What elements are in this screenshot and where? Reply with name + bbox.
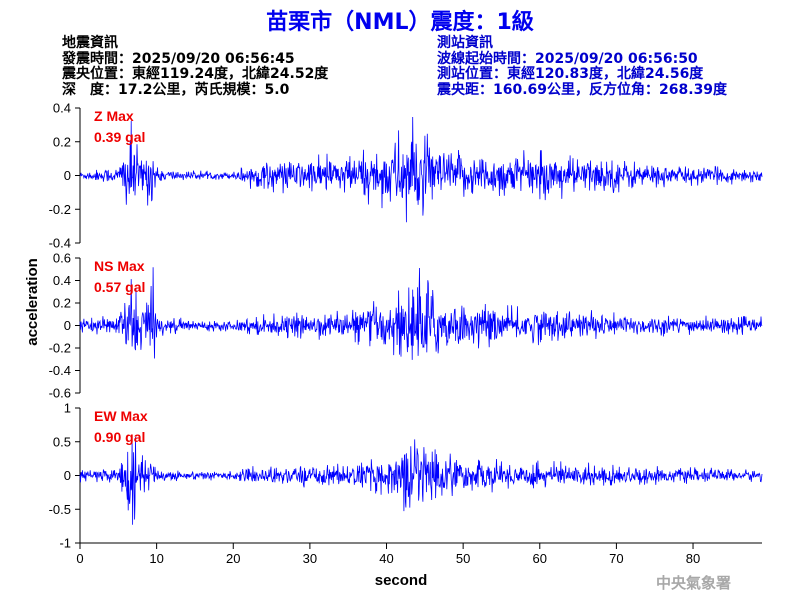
station-info-heading: 測站資訊 bbox=[437, 35, 493, 51]
station-wave-start: 波線起始時間：2025/09/20 06:56:50 bbox=[437, 50, 698, 67]
x-tick-label: 80 bbox=[686, 551, 700, 566]
station-info: 測站資訊 波線起始時間：2025/09/20 06:56:50 測站位置：東經1… bbox=[437, 35, 728, 98]
max-value-ns: 0.57 gal bbox=[94, 279, 145, 295]
x-axis-label: second bbox=[375, 572, 428, 589]
x-tick-label: 20 bbox=[226, 551, 240, 566]
x-tick-label: 0 bbox=[76, 551, 83, 566]
x-tick-label: 10 bbox=[149, 551, 163, 566]
max-value-ew: 0.90 gal bbox=[94, 429, 145, 445]
station-location: 測站位置：東經120.83度，北緯24.56度 bbox=[437, 66, 704, 82]
y-tick-label-ns: -0.6 bbox=[49, 386, 71, 401]
max-label-z: Z Max bbox=[94, 108, 134, 124]
quake-info: 地震資訊 發震時間：2025/09/20 06:56:45 震央位置：東經119… bbox=[62, 35, 329, 98]
x-tick-label: 40 bbox=[379, 551, 393, 566]
station-distance: 震央距：160.69公里，反方位角：268.39度 bbox=[437, 81, 728, 98]
y-tick-label-ns: -0.4 bbox=[49, 363, 71, 378]
y-tick-label-ew: -0.5 bbox=[49, 502, 71, 517]
y-tick-label-ew: 1 bbox=[64, 401, 71, 416]
y-tick-label-ns: 0.4 bbox=[53, 273, 71, 288]
y-tick-label-z: 0 bbox=[64, 168, 71, 183]
x-tick-label: 60 bbox=[533, 551, 547, 566]
quake-epicenter: 震央位置：東經119.24度，北緯24.52度 bbox=[62, 66, 329, 82]
max-value-z: 0.39 gal bbox=[94, 129, 145, 145]
max-label-ew: EW Max bbox=[94, 408, 148, 424]
y-tick-label-z: -0.4 bbox=[49, 236, 71, 251]
max-label-ns: NS Max bbox=[94, 258, 145, 274]
y-tick-label-z: -0.2 bbox=[49, 202, 71, 217]
x-tick-label: 50 bbox=[456, 551, 470, 566]
y-tick-label-z: 0.2 bbox=[53, 134, 71, 149]
y-axis-label: acceleration bbox=[24, 258, 41, 346]
quake-info-heading: 地震資訊 bbox=[62, 35, 118, 51]
y-tick-label-z: 0.4 bbox=[53, 101, 71, 116]
y-tick-label-ew: 0 bbox=[64, 468, 71, 483]
quake-depth-magnitude: 深 度：17.2公里，芮氏規模：5.0 bbox=[62, 81, 290, 98]
y-tick-label-ns: 0 bbox=[64, 318, 71, 333]
trace-z bbox=[79, 116, 763, 223]
y-tick-label-ns: 0.6 bbox=[53, 251, 71, 266]
y-tick-label-ew: 0.5 bbox=[53, 434, 71, 449]
trace-ew bbox=[79, 436, 763, 525]
x-tick-label: 30 bbox=[303, 551, 317, 566]
y-tick-label-ns: -0.2 bbox=[49, 341, 71, 356]
x-tick-label: 70 bbox=[609, 551, 623, 566]
y-tick-label-ns: 0.2 bbox=[53, 296, 71, 311]
chart-title: 苗栗市（NML）震度：1級 bbox=[266, 10, 534, 35]
agency-logo: 中央氣象署 bbox=[656, 574, 732, 592]
trace-ns bbox=[79, 267, 763, 360]
quake-origin-time: 發震時間：2025/09/20 06:56:45 bbox=[62, 50, 295, 67]
y-tick-label-ew: -1 bbox=[59, 536, 71, 551]
